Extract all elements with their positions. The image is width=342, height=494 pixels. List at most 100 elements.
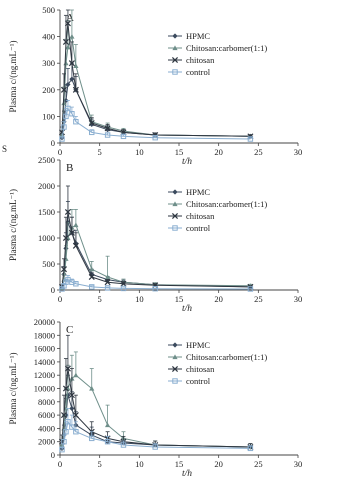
data-point [120,442,127,448]
x-tick-label: 5 [98,147,102,157]
data-point [60,86,67,93]
data-point [60,412,67,419]
series-chitosan-carbomer-1-1- [59,9,253,139]
data-point [72,412,79,419]
data-point [64,365,71,372]
y-tick-label: 2000 [38,437,55,447]
legend-marker [172,201,178,207]
data-point [104,279,111,286]
x-axis-label: t/h [182,469,192,479]
chart-panel-B: 0 500 1000 1500 2000 2500 0 5 10 15 20 25 30 t/h Plasm… [8,155,302,314]
data-point [247,286,254,292]
data-point [73,119,79,125]
chart-panel-A: 0 100 200 300 400 500 0 5 10 15 20 25 30 t/h Plasma c/… [8,5,302,167]
legend: HPMC Chitosan:carbomer(1:1) chitosan contro… [168,31,267,77]
legend-item: Chitosan:carbomer(1:1) [168,199,267,209]
data-point [73,63,79,68]
legend-marker [171,212,179,220]
legend-marker [172,45,178,51]
x-axis-label: t/h [182,157,192,167]
data-point [69,76,75,82]
legend-item: HPMC [168,187,210,197]
y-axis-label: Plasma c/(ng.mL⁻¹) [8,353,18,425]
legend-item: control [168,67,211,77]
data-point [59,446,65,453]
data-point [152,285,158,292]
data-point [68,229,75,236]
legend-label: Chitosan:carbomer(1:1) [186,352,267,362]
legend: HPMC Chitosan:carbomer(1:1) chitosan contro… [168,187,267,233]
data-point [247,136,254,142]
legend-label: chitosan [186,55,215,65]
legend-label: Chitosan:carbomer(1:1) [186,43,267,53]
x-tick-label: 15 [175,147,184,157]
series-line [61,107,251,140]
series-chitosan [58,9,254,140]
y-tick-label: 0 [51,138,55,148]
x-tick-label: 20 [214,147,223,157]
series-chitosan-carbomer-1-1- [59,351,253,450]
data-point [69,424,75,430]
data-point [68,60,75,67]
legend-label: control [186,67,211,77]
y-tick-label: 8000 [38,397,55,407]
data-point [69,405,75,412]
data-point [73,372,79,378]
data-point [120,285,127,292]
legend-item: HPMC [168,31,210,41]
y-tick-label: 500 [42,259,55,269]
data-point [104,285,111,291]
y-tick-label: 6000 [38,410,55,420]
legend-marker [172,225,178,231]
data-point [69,111,75,117]
data-point [64,20,71,27]
legend: HPMC Chitosan:carbomer(1:1) chitosan contro… [168,340,267,386]
y-tick-label: 14000 [34,357,55,367]
chart-panel-C: 0 2000 4000 6000 8000 10000 12000 14000 16000 180… [8,317,302,479]
legend-item: HPMC [168,340,210,350]
data-point [65,105,71,112]
x-tick-label: 10 [135,147,144,157]
data-point [89,129,95,136]
y-tick-label: 0 [51,285,55,295]
y-tick-label: 10000 [34,384,55,394]
legend-item: Chitosan:carbomer(1:1) [168,43,267,53]
x-tick-label: 5 [98,459,102,469]
data-point [63,60,69,66]
data-point [88,120,95,127]
series-hpmc [59,374,253,451]
panel-letter: C [66,324,73,336]
data-point [73,281,79,287]
data-point [65,44,71,50]
series-chitosan-carbomer-1-1- [59,208,253,290]
data-point [65,392,71,398]
legend-label: HPMC [186,187,210,197]
data-point [105,274,111,280]
x-tick-label: 0 [58,147,62,157]
y-tick-label: 4000 [38,423,55,433]
series-hpmc [59,62,253,141]
data-point [72,242,79,249]
legend-marker [172,33,178,39]
data-point [89,435,95,442]
legend-marker [172,378,178,384]
y-tick-label: 300 [42,58,55,68]
data-point [89,284,95,290]
series-control [59,100,254,142]
legend-label: chitosan [186,364,215,374]
data-point [68,392,75,399]
data-point [88,273,95,281]
x-tick-label: 20 [214,459,223,469]
data-point [62,234,69,242]
x-tick-label: 25 [254,459,263,469]
data-point [63,113,69,120]
data-point [69,34,75,39]
x-tick-label: 25 [254,294,263,304]
data-point [105,422,111,428]
x-tick-label: 25 [254,147,263,157]
margin-mark: S [2,144,7,154]
y-tick-label: 500 [42,5,55,15]
data-point [152,444,158,450]
data-point [72,86,79,93]
data-point [63,429,69,435]
